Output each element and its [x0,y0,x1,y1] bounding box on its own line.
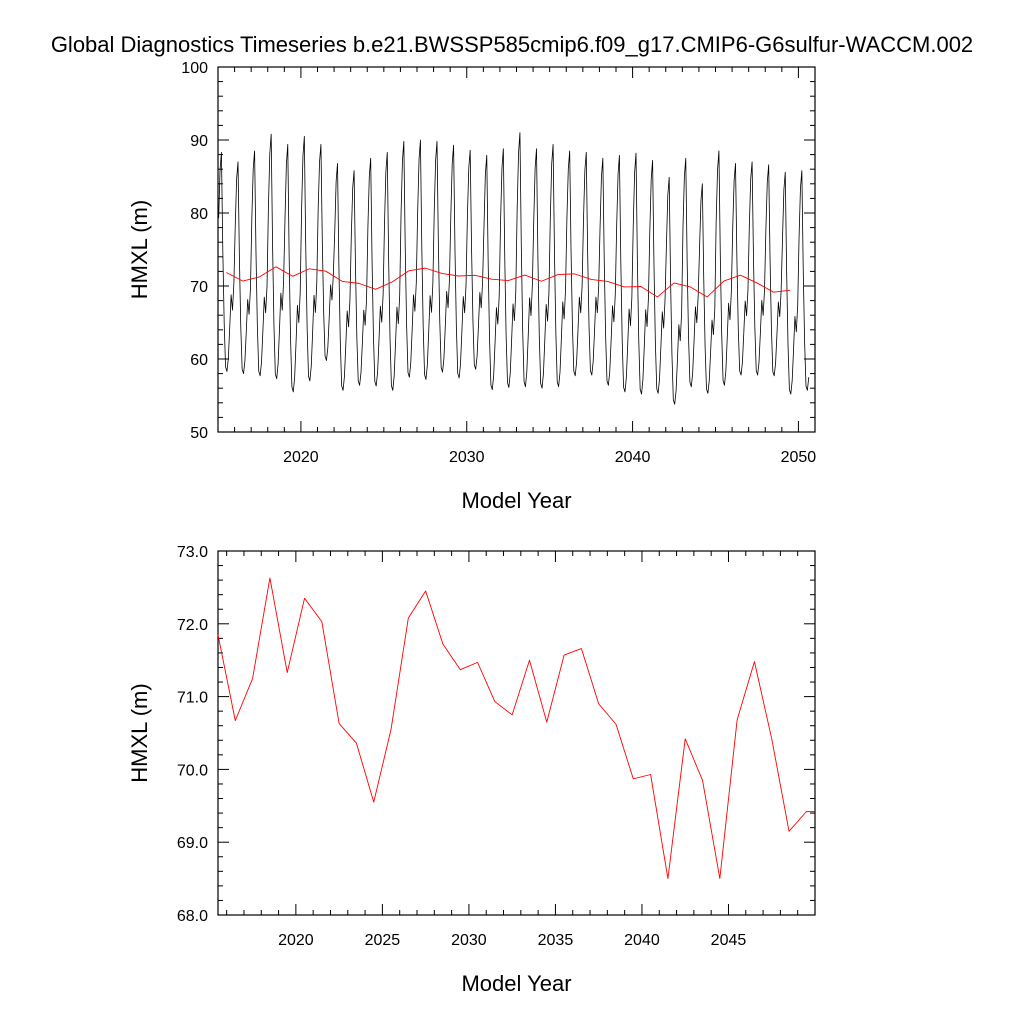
bottom-xtick-label: 2030 [451,932,487,949]
bottom-xtick-label: 2020 [278,932,314,949]
figure-title: Global Diagnostics Timeseries b.e21.BWSS… [51,32,973,57]
top-ytick-label: 70 [190,279,208,296]
bottom-y-axis-title: HMXL (m) [127,683,152,782]
top-ytick-label: 60 [190,352,208,369]
bottom-ytick-label: 69.0 [177,835,208,852]
bottom-plot-frame [217,550,816,916]
top-ytick-label: 90 [190,133,208,150]
top-xtick-label: 2040 [615,449,651,466]
top-x-axis-title: Model Year [461,488,571,513]
bottom-ytick-label: 73.0 [177,544,208,561]
bottom-x-axis-title: Model Year [461,971,571,996]
bottom-ytick-label: 71.0 [177,690,208,707]
bottom-ytick-label: 72.0 [177,617,208,634]
top-xtick-label: 2030 [449,449,485,466]
top-xtick-label: 2050 [781,449,817,466]
bottom-xtick-label: 2040 [624,932,660,949]
top-xtick-label: 2020 [283,449,319,466]
bottom-xtick-label: 2045 [711,932,747,949]
annual-mean-hmxl-line [226,266,791,298]
top-ytick-label: 50 [190,425,208,442]
bottom-ytick-label: 70.0 [177,762,208,779]
top-ytick-label: 80 [190,206,208,223]
top-timeseries-plot: 2020 2030 2040 2050 50 60 70 80 90 100 Model Year H… [127,60,816,513]
annual-mean-hmxl-line-0 [217,577,815,880]
bottom-annual-mean-plot: 2020 2025 2030 2035 2040 2045 68.0 69.0 70.0 71.0… [127,544,816,996]
top-y-axis-title: HMXL (m) [127,200,152,299]
bottom-ytick-label: 68.0 [177,908,208,925]
top-ytick-label: 100 [181,60,208,77]
monthly-hmxl-line [218,132,810,405]
bottom-xtick-label: 2035 [538,932,574,949]
bottom-xtick-label: 2025 [365,932,401,949]
